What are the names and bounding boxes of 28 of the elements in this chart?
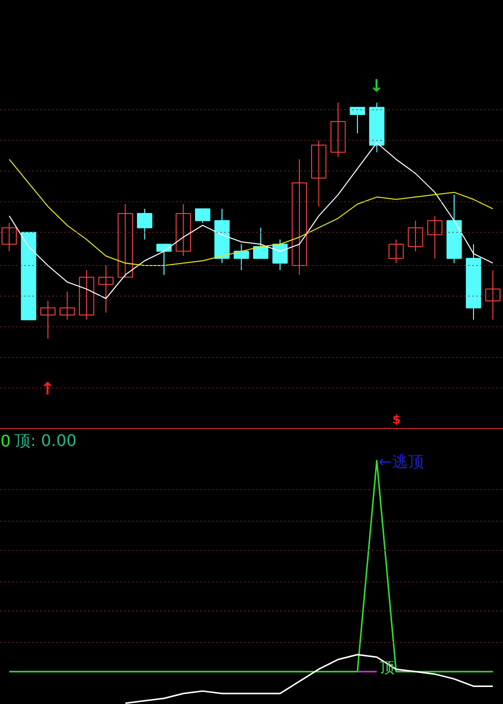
text: 0 bbox=[0, 432, 11, 450]
candlestick bbox=[195, 208, 210, 224]
candlestick bbox=[330, 102, 346, 158]
candlestick bbox=[136, 208, 152, 240]
candlestick bbox=[485, 270, 501, 320]
candlestick bbox=[176, 204, 191, 257]
candlestick bbox=[78, 270, 94, 320]
candlestick bbox=[427, 215, 442, 259]
candlestick bbox=[388, 239, 404, 264]
text: ↑ bbox=[40, 380, 55, 400]
candlestick bbox=[60, 290, 75, 320]
candlestick bbox=[292, 158, 308, 276]
candlestick bbox=[272, 239, 288, 271]
candlestick bbox=[156, 244, 172, 276]
candlestick bbox=[98, 264, 114, 314]
text: ↓ bbox=[369, 76, 384, 96]
candlestick bbox=[2, 222, 17, 252]
text: $ bbox=[392, 412, 401, 426]
candlestick bbox=[118, 204, 133, 278]
candlestick bbox=[40, 300, 56, 340]
candlestick bbox=[350, 106, 366, 134]
candlestick bbox=[234, 244, 250, 271]
annotation: 顶 bbox=[380, 658, 394, 676]
candlestick bbox=[311, 140, 326, 207]
candlestick bbox=[408, 220, 424, 252]
candlestick bbox=[253, 227, 268, 259]
annotation: ←逃顶 bbox=[378, 452, 424, 471]
text: 顶: 0.00 bbox=[14, 431, 77, 450]
